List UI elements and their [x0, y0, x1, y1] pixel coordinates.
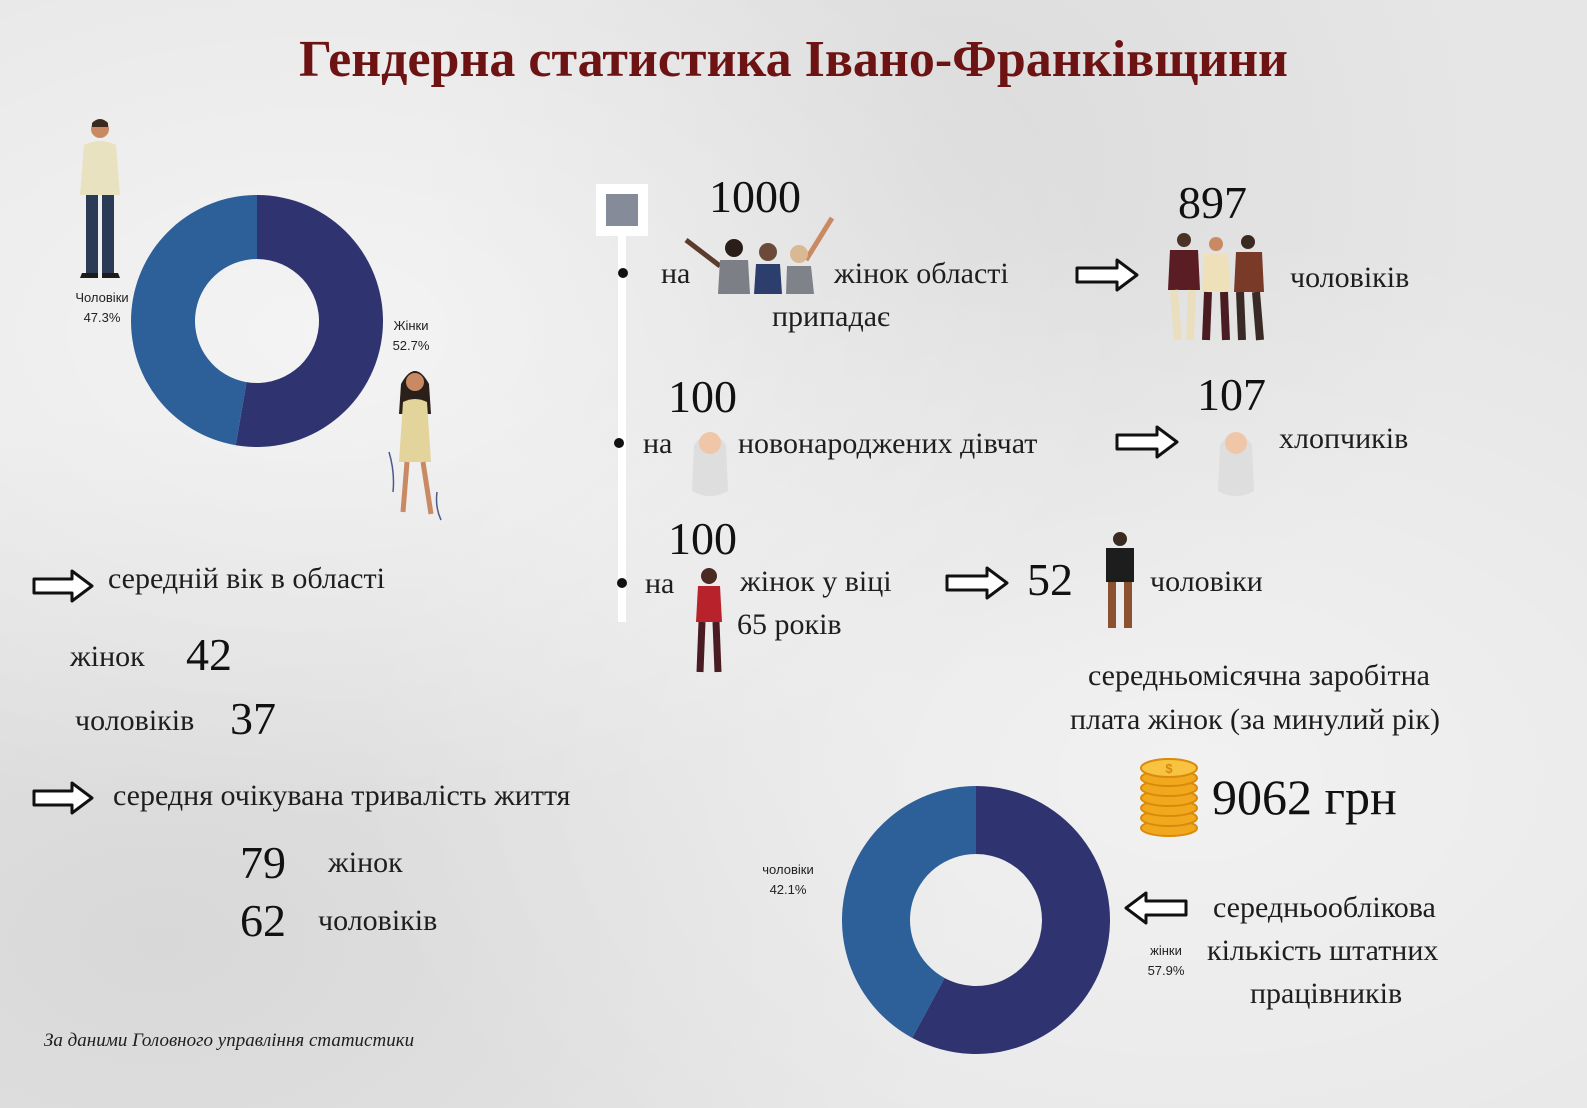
row1-text: жінок області — [834, 257, 1009, 290]
salary-line1: середньомісячна заробітна — [1088, 659, 1430, 692]
woman-red-icon — [696, 568, 722, 673]
row2-result-text: хлопчиків — [1279, 422, 1409, 455]
donut1-label-women: Жінки 52.7% — [376, 316, 446, 356]
coins-icon: $ — [1140, 758, 1198, 837]
timeline-bullet — [614, 438, 624, 448]
donut2-men-percent: 42.1% — [769, 882, 807, 897]
avg-age-women-value: 42 — [186, 629, 232, 680]
row1-on: на — [661, 257, 691, 290]
staff-line2: кількість штатних — [1207, 934, 1439, 967]
timeline-marker — [596, 184, 648, 236]
salary-line2: плата жінок (за минулий рік) — [1070, 703, 1440, 736]
man-black-icon — [1106, 532, 1134, 628]
life-exp-women-value: 79 — [240, 837, 286, 888]
row3-number: 100 — [668, 513, 737, 564]
donut1-group — [130, 195, 383, 447]
row3-text: жінок у віці — [740, 565, 892, 598]
donut2-men-name: чоловіки — [762, 862, 814, 877]
staff-line3: працівників — [1250, 977, 1403, 1010]
arrow-right-icon — [32, 781, 94, 815]
arrow-left-icon — [1124, 891, 1188, 925]
arrow-right-icon — [945, 566, 1009, 600]
baby-icon — [1218, 432, 1254, 496]
donut1-women-name: Жінки — [393, 318, 429, 333]
row2-number: 100 — [668, 371, 737, 422]
timeline-bullet — [618, 268, 628, 278]
arrow-right-icon — [1075, 258, 1139, 292]
row2-on: на — [643, 427, 673, 460]
row2-text: новонароджених дівчат — [738, 427, 1038, 460]
baby-icon — [692, 432, 728, 496]
donut1-slice-0 — [235, 195, 383, 447]
donut1-men-percent: 47.3% — [83, 310, 121, 325]
donut2-label-men: чоловіки 42.1% — [748, 860, 828, 900]
life-exp-women-label: жінок — [328, 846, 403, 879]
row3-on: на — [645, 567, 675, 600]
donut2-women-percent: 57.9% — [1147, 963, 1185, 978]
row1-result: 897 — [1178, 177, 1247, 228]
avg-age-heading: середній вік в області — [108, 562, 385, 595]
timeline-line — [618, 236, 626, 622]
staff-line1: середньооблікова — [1213, 891, 1436, 924]
row3-result: 52 — [1027, 554, 1073, 605]
donut2-group — [842, 786, 1110, 1054]
donut1-slice-1 — [130, 195, 257, 446]
row1-result-text: чоловіків — [1290, 261, 1410, 294]
timeline-bullet — [617, 578, 627, 588]
row3-text2: 65 років — [737, 608, 842, 641]
donut2-women-name: жінки — [1150, 943, 1182, 958]
page-title: Гендерна статистика Івано-Франківщини — [298, 31, 1288, 88]
arrow-right-icon — [32, 569, 94, 603]
avg-age-men-value: 37 — [230, 693, 276, 744]
row1-number: 1000 — [709, 171, 801, 222]
salary-value: 9062 грн — [1212, 769, 1397, 825]
donut1-women-percent: 52.7% — [392, 338, 430, 353]
women-group-icon — [684, 216, 835, 294]
donut2-label-women: жінки 57.9% — [1136, 941, 1196, 981]
life-exp-heading: середня очікувана тривалість життя — [113, 779, 571, 812]
man-figure-icon — [80, 119, 120, 278]
life-exp-men-label: чоловіків — [318, 904, 438, 937]
avg-age-men-label: чоловіків — [75, 704, 195, 737]
avg-age-women-label: жінок — [70, 640, 145, 673]
donut1-men-name: Чоловіки — [75, 290, 129, 305]
donut2-slice-1 — [842, 786, 976, 1038]
arrow-right-icon — [1115, 425, 1179, 459]
life-exp-men-value: 62 — [240, 895, 286, 946]
row3-result-text: чоловіки — [1150, 565, 1263, 598]
row2-result: 107 — [1197, 369, 1266, 420]
donut2-slice-0 — [912, 786, 1110, 1054]
row1-text2: припадає — [772, 300, 890, 333]
source-note: За даними Головного управління статистик… — [44, 1030, 415, 1051]
donut1-label-men: Чоловіки 47.3% — [62, 288, 142, 328]
men-group-icon — [1168, 233, 1264, 341]
woman-figure-icon — [388, 371, 442, 521]
svg-text:$: $ — [1165, 761, 1173, 776]
